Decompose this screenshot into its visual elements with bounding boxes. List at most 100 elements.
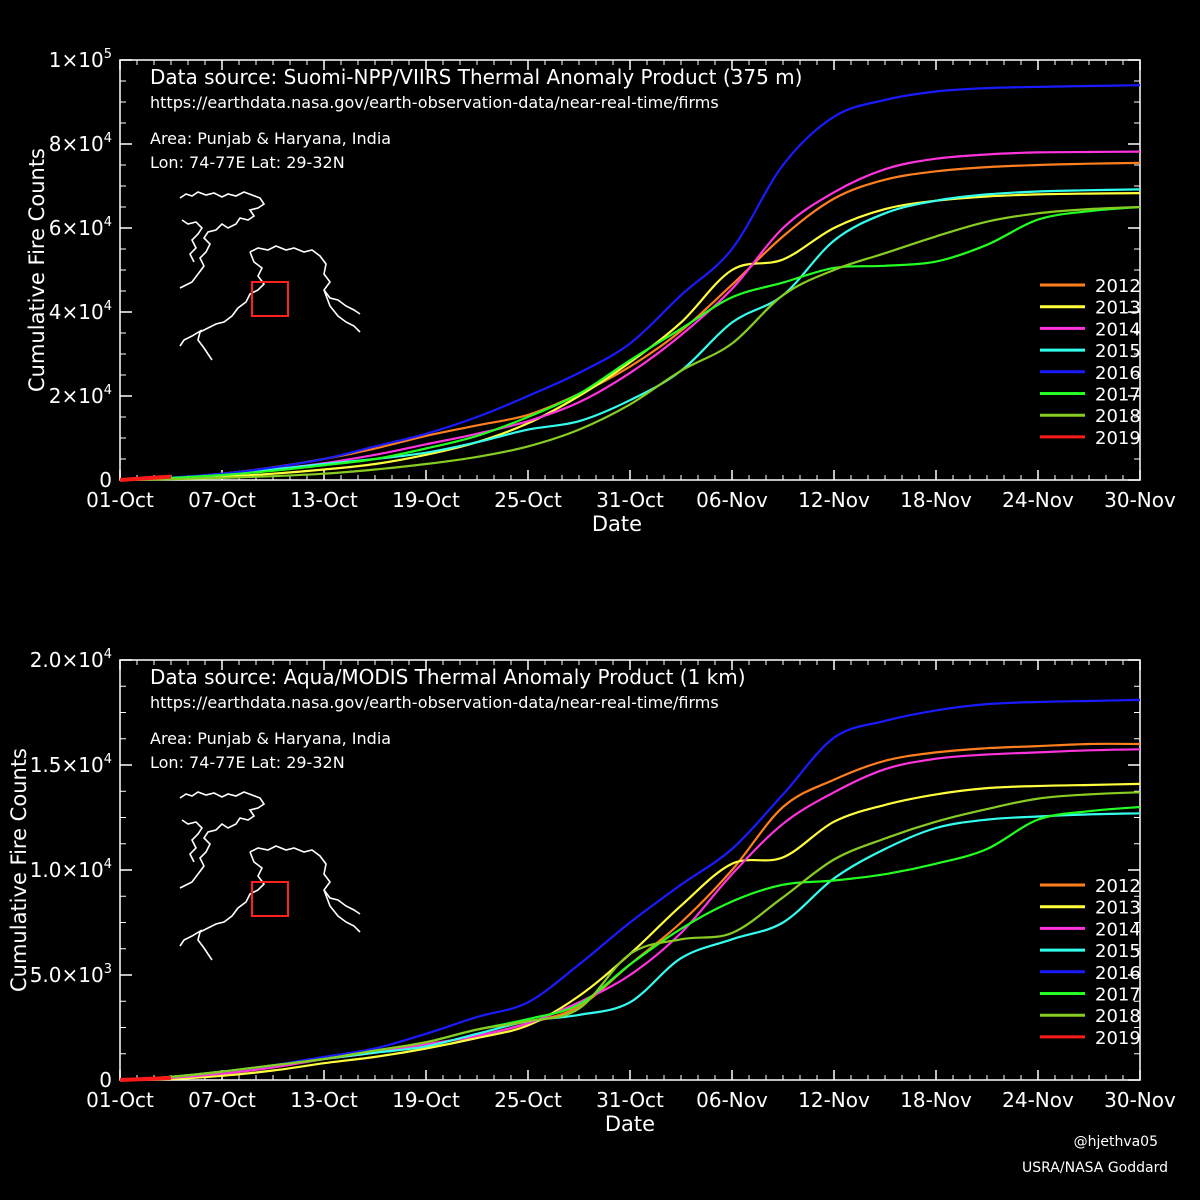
series-line-2019 [119,474,172,482]
y-tick-mantissa: 4×10 [49,300,104,324]
legend-label-2018: 2018 [1095,1006,1141,1027]
viirs-y-axis-title: Cumulative Fire Counts [25,148,49,392]
map-border-line [179,191,266,289]
x-tick-label: 30-Nov [1104,488,1176,512]
viirs-panel: Data source: Suomi-NPP/VIIRS Thermal Ano… [25,47,1176,536]
y-tick-label: 1×105 [49,47,112,72]
viirs-title: Data source: Suomi-NPP/VIIRS Thermal Ano… [150,65,802,89]
y-tick-label: 6×104 [49,215,112,240]
x-tick-label: 01-Oct [86,1088,154,1112]
viirs-region-map [179,191,361,361]
map-border-line [323,289,361,333]
modis-lonlat-label: Lon: 74-77E Lat: 29-32N [150,753,345,772]
series-line-2014 [119,748,1141,1082]
y-tick-exponent: 4 [104,752,112,767]
x-tick-label: 19-Oct [392,488,460,512]
y-tick-label: 1.5×104 [30,752,112,777]
y-tick-mantissa: 2.0×10 [30,648,104,672]
viirs-x-axis-title: Date [592,512,642,536]
legend-label-2012: 2012 [1095,876,1141,897]
y-tick-exponent: 3 [104,962,112,977]
series-line-2013 [119,192,1141,482]
legend-label-2015: 2015 [1095,341,1141,362]
legend-label-2016: 2016 [1095,363,1141,384]
y-tick-label: 5.0×103 [30,962,112,987]
credit-org: USRA/NASA Goddard [1022,1160,1168,1176]
map-border-line [179,329,203,347]
x-tick-label: 18-Nov [900,1088,972,1112]
legend-label-2019: 2019 [1095,428,1141,449]
viirs-area-label: Area: Punjab & Haryana, India [150,129,391,148]
series-line-2015 [119,812,1141,1082]
series-line-2018 [119,205,1141,482]
map-border-line [181,219,204,263]
series-line-2012 [119,742,1141,1082]
map-border-line [181,819,204,863]
modis-title: Data source: Aqua/MODIS Thermal Anomaly … [150,665,746,689]
x-tick-label: 07-Oct [188,1088,256,1112]
y-tick-label: 2×104 [49,383,112,408]
y-tick-label: 0 [99,468,112,492]
x-tick-label: 25-Oct [494,1088,562,1112]
y-tick-mantissa: 1.5×10 [30,753,104,777]
series-line-2017 [119,205,1141,482]
y-tick-mantissa: 5.0×10 [30,963,104,987]
modis-x-axis-title: Date [605,1112,655,1136]
viirs-lonlat-label: Lon: 74-77E Lat: 29-32N [150,153,345,172]
y-tick-label: 0 [99,1068,112,1092]
modis-y-axis-title: Cumulative Fire Counts [7,748,31,992]
x-tick-label: 19-Oct [392,1088,460,1112]
legend-label-2012: 2012 [1095,276,1141,297]
legend-label-2013: 2013 [1095,298,1141,319]
series-line-2012 [119,161,1141,482]
x-tick-label: 31-Oct [596,488,664,512]
y-tick-mantissa: 8×10 [49,132,104,156]
credit-handle: @hjethva05 [1074,1134,1158,1150]
legend-label-2014: 2014 [1095,919,1141,940]
x-tick-label: 13-Oct [290,1088,358,1112]
modis-source-url: https://earthdata.nasa.gov/earth-observa… [150,693,719,712]
y-tick-exponent: 4 [104,215,112,230]
plot-frame [119,659,1141,1081]
x-tick-label: 24-Nov [1002,488,1074,512]
y-tick-label: 4×104 [49,299,112,324]
y-tick-mantissa: 1.0×10 [30,858,104,882]
y-tick-exponent: 4 [104,131,112,146]
x-tick-label: 18-Nov [900,488,972,512]
legend-label-2017: 2017 [1095,985,1141,1006]
plot-frame [119,59,1141,481]
x-tick-label: 12-Nov [798,488,870,512]
y-tick-exponent: 4 [104,299,112,314]
x-tick-label: 13-Oct [290,488,358,512]
legend-label-2015: 2015 [1095,941,1141,962]
y-tick-mantissa: 2×10 [49,384,104,408]
legend-label-2019: 2019 [1095,1028,1141,1049]
x-tick-label: 31-Oct [596,1088,664,1112]
legend-label-2017: 2017 [1095,385,1141,406]
y-tick-exponent: 5 [104,47,112,62]
x-tick-label: 12-Nov [798,1088,870,1112]
map-border-line [197,851,266,961]
viirs-plot-area: 01-Oct 07-Oct 13-Oct 19-Oct 25-Oct 31-Oct 06-N… [49,47,1176,512]
x-tick-label: 06-Nov [696,488,768,512]
y-tick-exponent: 4 [104,383,112,398]
y-tick-mantissa: 0 [99,468,112,492]
y-tick-label: 2.0×104 [30,647,112,672]
y-tick-label: 1.0×104 [30,857,112,882]
y-tick-mantissa: 6×10 [49,216,104,240]
study-area-box [251,281,289,317]
map-border-line [323,889,361,933]
map-border-line [179,791,266,889]
map-border-line [197,251,266,361]
legend-label-2014: 2014 [1095,319,1141,340]
series-line-2013 [119,782,1141,1082]
series-line-2019 [119,1075,172,1082]
x-tick-label: 07-Oct [188,488,256,512]
legend-label-2013: 2013 [1095,898,1141,919]
y-tick-mantissa: 1×10 [49,48,104,72]
modis-plot-area: 01-Oct 07-Oct 13-Oct 19-Oct 25-Oct 31-Oct 06-N… [30,647,1176,1112]
series-line-2016 [119,84,1141,482]
y-tick-mantissa: 0 [99,1068,112,1092]
